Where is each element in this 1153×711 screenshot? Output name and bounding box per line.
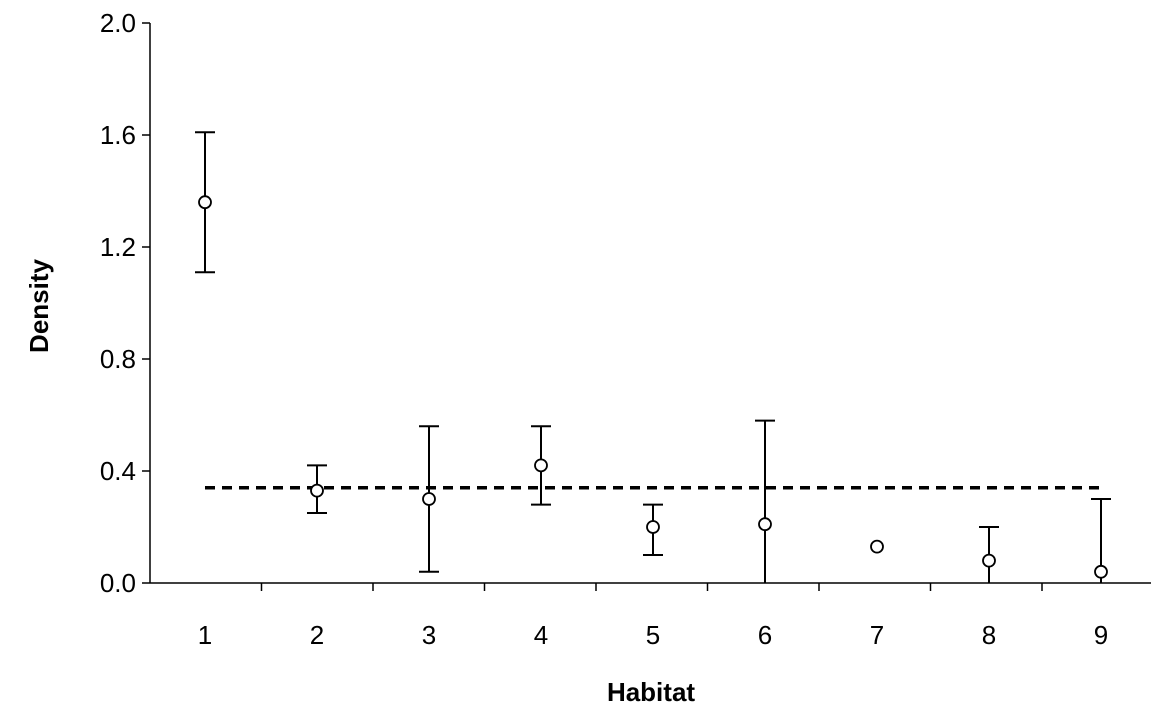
data-point <box>1094 564 1108 579</box>
x-tick-label: 7 <box>870 620 884 650</box>
error-bar <box>755 419 775 583</box>
data-point <box>758 517 772 532</box>
data-marks <box>195 131 1111 583</box>
y-tick-label: 1.6 <box>100 120 136 150</box>
y-axis-title: Density <box>24 259 54 353</box>
x-axis-title: Habitat <box>607 677 695 707</box>
x-tick-label: 2 <box>310 620 324 650</box>
data-point <box>646 520 660 534</box>
y-tick-label: 0.0 <box>100 568 136 598</box>
x-tick-label: 6 <box>758 620 772 650</box>
tick-labels: 0.0 0.4 0.8 1.2 1.6 2.0 1 2 3 4 5 6 7 8 9 <box>100 8 1108 650</box>
data-point <box>982 553 996 568</box>
x-tick-label: 3 <box>422 620 436 650</box>
y-tick-label: 0.4 <box>100 456 136 486</box>
data-point <box>870 539 884 554</box>
x-tick-label: 9 <box>1094 620 1108 650</box>
data-point <box>534 458 548 473</box>
y-tick-label: 0.8 <box>100 344 136 374</box>
axes <box>142 22 1151 591</box>
data-point <box>422 492 436 506</box>
x-tick-label: 4 <box>534 620 548 650</box>
x-tick-label: 8 <box>982 620 996 650</box>
x-tick-label: 5 <box>646 620 660 650</box>
y-tick-label: 1.2 <box>100 232 136 262</box>
data-point <box>310 483 324 498</box>
data-point <box>198 195 212 210</box>
x-tick-label: 1 <box>198 620 212 650</box>
y-tick-label: 2.0 <box>100 8 136 38</box>
